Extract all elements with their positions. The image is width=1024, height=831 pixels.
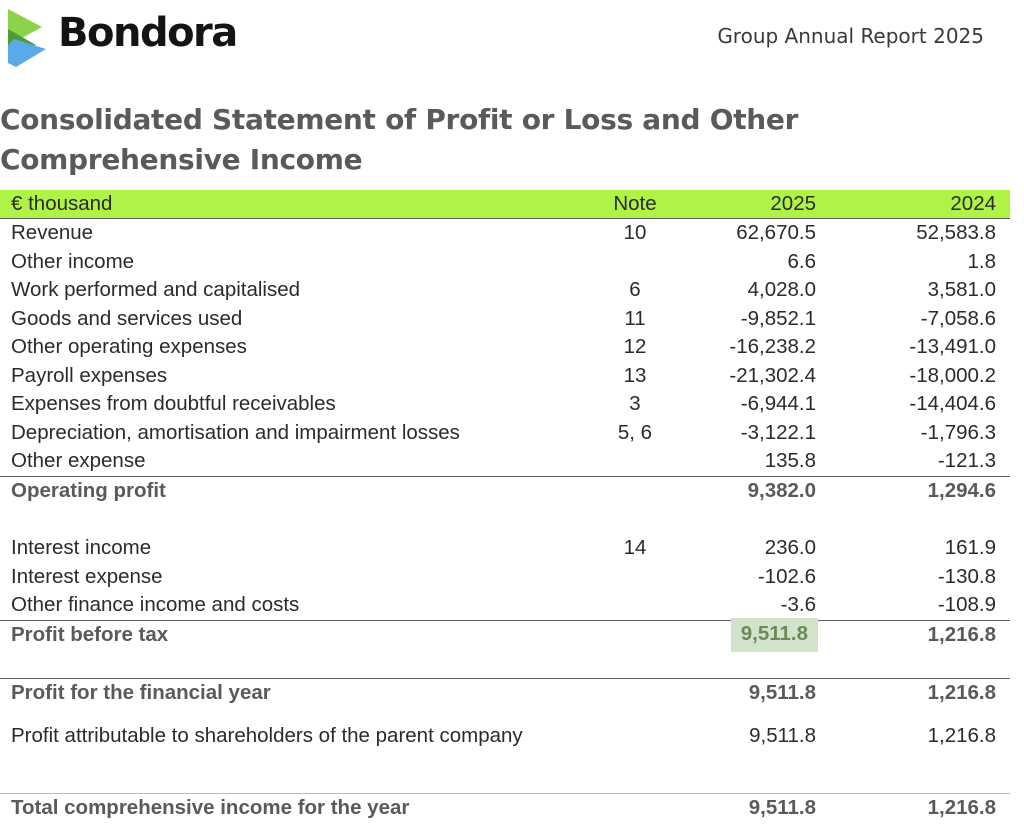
row-note: 12 bbox=[623, 335, 647, 359]
value-2024: -1,796.3 bbox=[920, 420, 996, 444]
value-2024: 1,294.6 bbox=[927, 478, 996, 502]
row-note: 14 bbox=[623, 536, 647, 560]
value-2024: 3,581.0 bbox=[927, 278, 996, 302]
highlighted-value-2025: 9,511.8 bbox=[730, 617, 818, 652]
page-title-line-2: Comprehensive Income bbox=[0, 143, 363, 176]
value-2024: 1,216.8 bbox=[927, 681, 996, 705]
row-label: Other expense bbox=[11, 449, 146, 473]
value-2024: -108.9 bbox=[937, 593, 996, 617]
value-2024: 1,216.8 bbox=[927, 622, 996, 646]
row-label: Profit attributable to shareholders of t… bbox=[11, 724, 523, 747]
table-row: Goods and services used 11 -9,852.1 -7,0… bbox=[0, 305, 1010, 334]
row-label: Profit for the financial year bbox=[11, 681, 271, 705]
column-header-2025: 2025 bbox=[770, 192, 816, 215]
value-2025: 62,670.5 bbox=[736, 221, 816, 245]
table-row: Depreciation, amortisation and impairmen… bbox=[0, 419, 1010, 448]
value-2025: 6.6 bbox=[787, 249, 817, 273]
row-label: Revenue bbox=[11, 221, 94, 245]
table-row: Profit attributable to shareholders of t… bbox=[0, 708, 1010, 764]
table-row: Other operating expenses 12 -16,238.2 -1… bbox=[0, 333, 1010, 362]
row-label: Expenses from doubtful receivables bbox=[11, 392, 336, 416]
page-title-line-1: Consolidated Statement of Profit or Loss… bbox=[0, 103, 799, 136]
value-2024: 52,583.8 bbox=[916, 221, 996, 245]
row-note: 10 bbox=[623, 221, 647, 245]
value-2025: 9,511.8 bbox=[749, 723, 816, 747]
row-label: Interest income bbox=[11, 536, 152, 560]
value-2024: -121.3 bbox=[937, 449, 996, 473]
brand-name: Bondora bbox=[58, 10, 238, 56]
value-2024: 161.9 bbox=[944, 536, 996, 560]
value-2025: -9,852.1 bbox=[740, 306, 816, 330]
row-note: 11 bbox=[624, 306, 646, 330]
table-row: Payroll expenses 13 -21,302.4 -18,000.2 bbox=[0, 362, 1010, 391]
row-label: Goods and services used bbox=[11, 306, 243, 330]
bondora-logo-icon bbox=[8, 9, 46, 67]
column-header-note: Note bbox=[613, 192, 657, 215]
column-header-2024: 2024 bbox=[950, 192, 996, 215]
row-label: Other finance income and costs bbox=[11, 593, 300, 617]
value-2025: 135.8 bbox=[764, 449, 816, 473]
value-2025: 9,382.0 bbox=[747, 478, 816, 502]
value-2025: -6,944.1 bbox=[740, 392, 816, 416]
table-row: Interest expense -102.6 -130.8 bbox=[0, 563, 1010, 592]
row-spacer bbox=[0, 649, 1010, 678]
row-label: Work performed and capitalised bbox=[11, 278, 301, 302]
value-2024: 1.8 bbox=[967, 249, 997, 273]
row-note: 6 bbox=[629, 278, 641, 302]
row-label: Interest expense bbox=[11, 564, 163, 588]
value-2025: 9,511.8 bbox=[748, 681, 816, 705]
table-row: Revenue 10 62,670.5 52,583.8 bbox=[0, 219, 1010, 248]
value-2025: 9,511.8 bbox=[748, 795, 816, 819]
row-label: Operating profit bbox=[11, 478, 166, 502]
row-spacer bbox=[0, 505, 1010, 534]
value-2025: -102.6 bbox=[757, 564, 816, 588]
value-2025: -16,238.2 bbox=[729, 335, 816, 359]
table-row: Other expense 135.8 -121.3 bbox=[0, 447, 1010, 476]
row-note: 5, 6 bbox=[617, 420, 653, 444]
value-2025: -3,122.1 bbox=[740, 420, 816, 444]
value-2024: -130.8 bbox=[937, 564, 996, 588]
value-2024: -13,491.0 bbox=[909, 335, 996, 359]
total-row-comprehensive-income: Total comprehensive income for the year … bbox=[0, 792, 1010, 823]
value-2025: -3.6 bbox=[780, 593, 816, 617]
income-statement-table: € thousand Note 2025 2024 Revenue 10 62,… bbox=[0, 190, 1010, 822]
row-note: 13 bbox=[623, 363, 647, 387]
value-2025: -21,302.4 bbox=[729, 363, 816, 387]
value-2024: -18,000.2 bbox=[909, 363, 996, 387]
table-row: Other income 6.6 1.8 bbox=[0, 248, 1010, 277]
page-title: Consolidated Statement of Profit or Loss… bbox=[0, 100, 798, 180]
value-2025: 236.0 bbox=[764, 536, 816, 560]
row-label: Other operating expenses bbox=[11, 335, 247, 359]
subtotal-row-operating-profit: Operating profit 9,382.0 1,294.6 bbox=[0, 475, 1010, 506]
table-row: Interest income 14 236.0 161.9 bbox=[0, 534, 1010, 563]
row-label: Profit before tax bbox=[11, 622, 169, 646]
report-title: Group Annual Report 2025 bbox=[717, 24, 984, 48]
value-2024: 1,216.8 bbox=[927, 723, 996, 747]
value-2024: -7,058.6 bbox=[920, 306, 996, 330]
row-label: Other income bbox=[11, 249, 135, 273]
table-row: Other finance income and costs -3.6 -108… bbox=[0, 591, 1010, 620]
value-2025: 4,028.0 bbox=[747, 278, 816, 302]
column-header-currency: € thousand bbox=[11, 192, 113, 215]
row-label: Total comprehensive income for the year bbox=[11, 795, 410, 819]
value-2024: 1,216.8 bbox=[927, 795, 996, 819]
table-row: Expenses from doubtful receivables 3 -6,… bbox=[0, 390, 1010, 419]
row-note: 3 bbox=[629, 392, 641, 416]
subtotal-row-profit-for-year: Profit for the financial year 9,511.8 1,… bbox=[0, 678, 1010, 708]
row-label: Depreciation, amortisation and impairmen… bbox=[11, 420, 460, 444]
value-2024: -14,404.6 bbox=[909, 392, 996, 416]
subtotal-row-profit-before-tax: Profit before tax 9,511.8 1,216.8 bbox=[0, 617, 1010, 652]
row-spacer bbox=[0, 764, 1010, 793]
table-header-row: € thousand Note 2025 2024 bbox=[0, 190, 1010, 219]
row-label: Payroll expenses bbox=[11, 363, 168, 387]
table-row: Work performed and capitalised 6 4,028.0… bbox=[0, 276, 1010, 305]
